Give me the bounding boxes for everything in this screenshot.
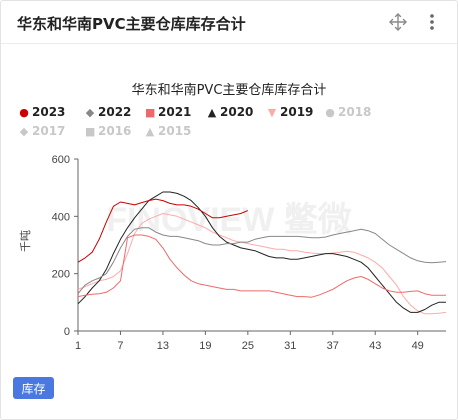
x-tick-label: 31	[284, 340, 296, 352]
series-line-2021	[77, 234, 446, 298]
legend-item-2016[interactable]: ■ 2016	[85, 124, 131, 138]
legend-marker-icon: ●	[19, 105, 29, 119]
series-line-2022	[77, 227, 447, 295]
legend-marker-icon: ◆	[85, 105, 95, 119]
legend-item-2015[interactable]: ▲ 2015	[145, 124, 192, 138]
legend-marker-icon: ■	[145, 105, 156, 119]
card-title: 华东和华南PVC主要仓库库存合计	[17, 15, 246, 33]
legend-item-2018[interactable]: ● 2018	[325, 105, 371, 119]
chart-title: 华东和华南PVC主要仓库库存合计	[131, 83, 327, 98]
legend-item-2017[interactable]: ◆ 2017	[19, 124, 66, 138]
legend-marker-icon: ▲	[207, 105, 217, 119]
y-tick-label: 200	[52, 269, 70, 281]
watermark: FINOVIEW 鳖微	[106, 201, 352, 239]
legend-label: 2020	[220, 105, 254, 119]
legend-label: 2023	[32, 105, 66, 119]
legend-label: 2018	[338, 105, 372, 119]
y-tick-label: 400	[52, 211, 70, 223]
x-tick-label: 1	[75, 340, 81, 352]
card-header: 华东和华南PVC主要仓库库存合计	[1, 1, 457, 44]
x-tick-label: 25	[242, 340, 254, 352]
series-line-2023	[77, 198, 248, 263]
legend-label: 2016	[98, 124, 132, 138]
x-tick-label: 7	[117, 340, 123, 352]
legend-label: 2019	[280, 105, 314, 119]
legend-label: 2021	[158, 105, 192, 119]
series-line-2019	[77, 213, 447, 315]
legend-label: 2017	[32, 124, 66, 138]
move-arrows-icon[interactable]	[388, 12, 408, 32]
legend-marker-icon: ●	[325, 105, 335, 119]
series-line-2020	[77, 191, 446, 313]
more-vertical-icon[interactable]	[422, 12, 442, 32]
x-tick-label: 49	[412, 340, 424, 352]
legend-item-2021[interactable]: ■ 2021	[145, 105, 191, 119]
legend-label: 2015	[158, 124, 192, 138]
x-tick-label: 13	[157, 340, 169, 352]
y-tick-label: 0	[64, 326, 70, 338]
x-tick-label: 37	[327, 340, 339, 352]
x-tick-label: 43	[369, 340, 381, 352]
line-chart: FINOVIEW 鳖微 0 200 400 600 1 7 13 19 25 31 37 43 49 千吨	[19, 154, 447, 352]
y-axis-label: 千吨	[19, 230, 32, 252]
legend-item-2020[interactable]: ▲ 2020	[207, 105, 254, 119]
legend-label: 2022	[98, 105, 132, 119]
tab-inventory[interactable]: 库存	[13, 377, 54, 399]
legend-item-2019[interactable]: ▼ 2019	[267, 105, 314, 119]
legend-marker-icon: ■	[85, 124, 96, 138]
legend-item-2023[interactable]: ● 2023	[19, 105, 65, 119]
legend-marker-icon: ▼	[267, 105, 277, 119]
legend-marker-icon: ◆	[19, 124, 29, 138]
legend-marker-icon: ▲	[145, 124, 155, 138]
legend-item-2022[interactable]: ◆ 2022	[85, 105, 132, 119]
y-tick-label: 600	[52, 154, 70, 166]
x-tick-label: 19	[199, 340, 211, 352]
